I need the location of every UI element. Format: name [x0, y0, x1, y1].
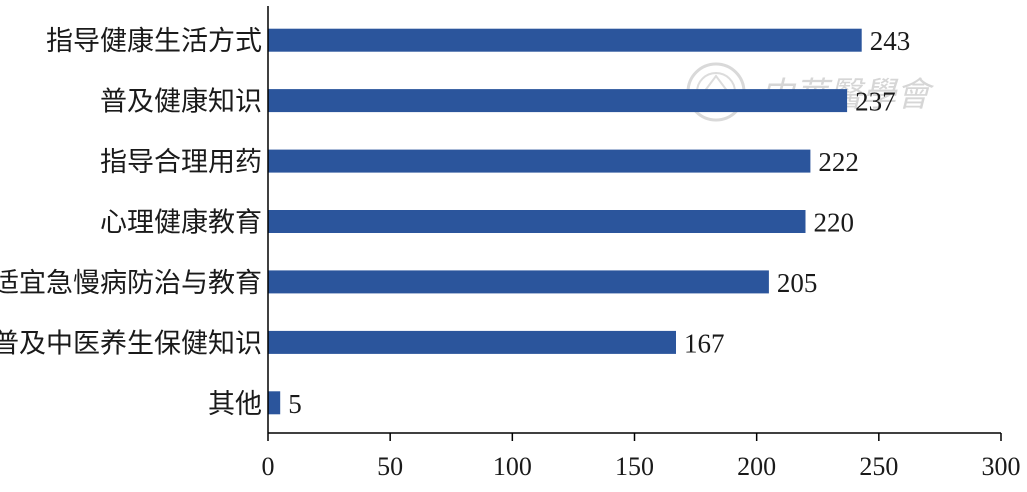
- x-tick-label: 100: [493, 452, 532, 481]
- data-label: 167: [684, 328, 725, 358]
- bar: [268, 270, 769, 294]
- category-label: 心理健康教育: [100, 208, 262, 239]
- category-label: 指导合理用药: [100, 147, 262, 178]
- data-label: 237: [855, 87, 896, 117]
- x-tick-label: 200: [737, 452, 776, 481]
- bar: [268, 210, 806, 233]
- category-label: 指导健康生活方式: [46, 26, 262, 57]
- bar: [268, 330, 676, 354]
- x-tick-label: 150: [615, 452, 654, 481]
- category-label: 其他: [208, 389, 262, 420]
- category-label: 适宜急慢病防治与教育: [0, 268, 262, 299]
- bar: [268, 89, 848, 113]
- category-label: 普及中医养生保健知识: [0, 328, 262, 359]
- plot-area: 指导健康生活方式 243 普及健康知识 237 指导合理用药 222 心理健康教育 220 适宜…: [0, 6, 1021, 481]
- x-tick-label: 250: [859, 452, 898, 481]
- data-label: 222: [818, 147, 859, 177]
- x-tick-label: 50: [377, 452, 403, 481]
- data-label: 205: [777, 268, 818, 298]
- bar: [268, 391, 281, 415]
- data-label: 220: [814, 208, 855, 238]
- bar: [268, 149, 811, 173]
- x-tick-label: 300: [982, 452, 1021, 481]
- bar: [268, 28, 862, 52]
- data-label: 243: [870, 26, 911, 56]
- category-label: 普及健康知识: [100, 87, 262, 118]
- x-tick-label: 0: [262, 452, 275, 481]
- data-label: 5: [288, 389, 302, 419]
